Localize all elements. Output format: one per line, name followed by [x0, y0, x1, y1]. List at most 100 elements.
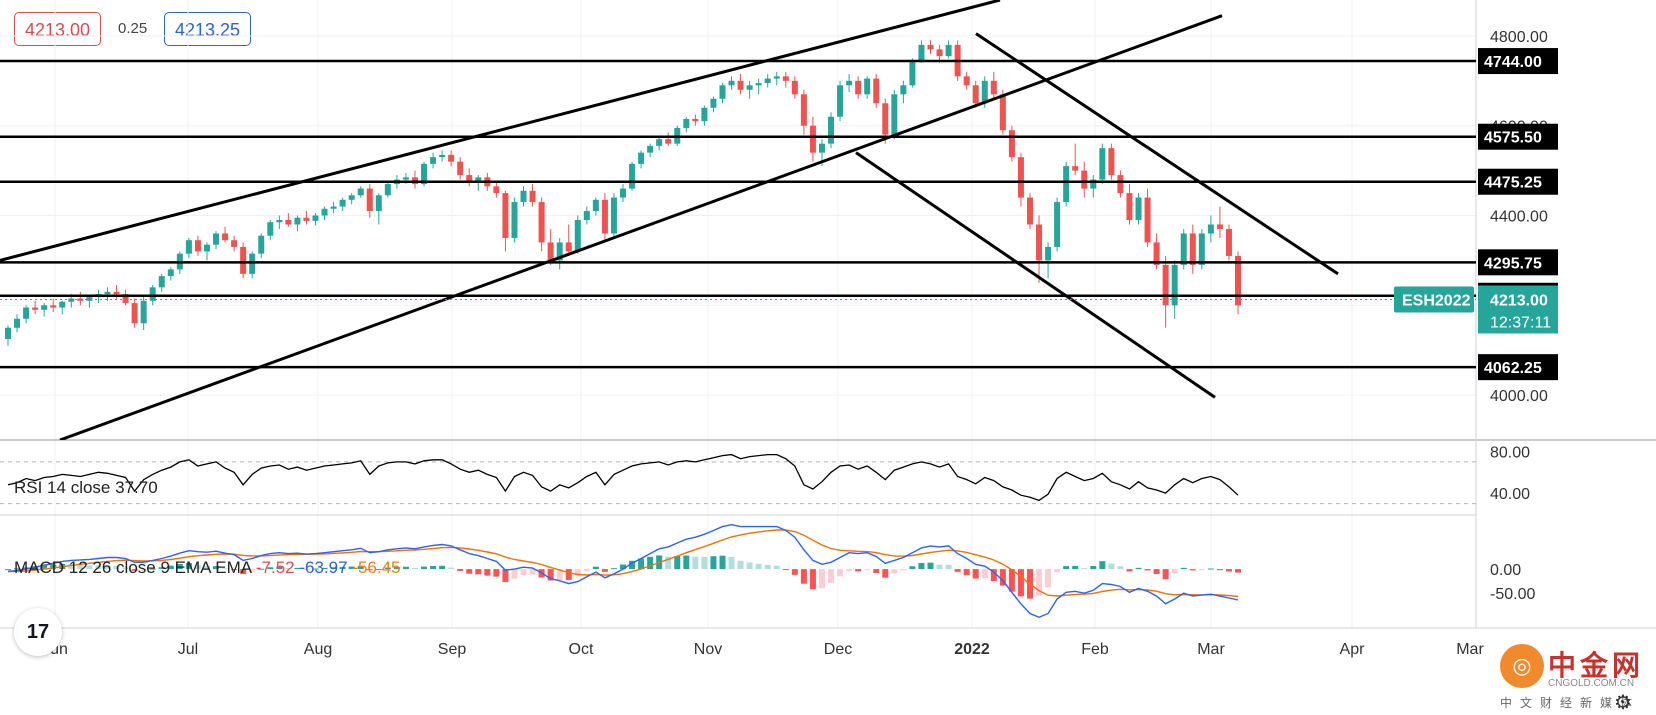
candle-body	[1198, 233, 1205, 265]
candle-body	[665, 139, 672, 144]
candle	[737, 74, 744, 95]
candle	[1225, 224, 1232, 261]
macd-histogram-value: -7.52	[255, 558, 295, 577]
macd-histogram-bar	[1225, 569, 1232, 572]
bid-price[interactable]: 4213.00	[14, 12, 102, 46]
macd-axis-tick-label: 0.00	[1490, 562, 1521, 579]
countdown-label: 12:37:11	[1490, 314, 1551, 331]
macd-histogram-bar	[701, 556, 708, 570]
macd-histogram-bar	[1153, 569, 1160, 575]
macd-histogram-bar	[466, 569, 473, 574]
candle	[1090, 175, 1097, 198]
macd-histogram-bar	[683, 555, 690, 570]
candle-body	[1008, 130, 1015, 158]
macd-histogram-bar	[1198, 569, 1205, 571]
tradingview-logo[interactable]: 17	[14, 608, 62, 656]
macd-histogram-bar	[809, 569, 816, 590]
candle-body	[1045, 246, 1052, 261]
candle-body	[493, 186, 500, 194]
macd-histogram-bar	[782, 569, 789, 571]
candle	[710, 96, 717, 113]
candle	[312, 213, 319, 226]
macd-histogram-bar	[719, 555, 726, 570]
candle	[194, 235, 201, 256]
level-tag-bg	[1478, 123, 1558, 150]
macd-histogram-bar	[828, 569, 835, 583]
candle	[131, 298, 138, 328]
candle-body	[231, 240, 238, 247]
macd-histogram-bar	[945, 564, 952, 570]
candle-body	[5, 327, 11, 339]
candle	[294, 215, 301, 232]
candle	[610, 193, 617, 238]
macd-histogram-bar	[303, 568, 310, 570]
candle-body	[86, 297, 93, 301]
symbol-tag-label: ESH2022	[1402, 292, 1471, 309]
candle-body	[276, 220, 283, 223]
candle	[719, 83, 726, 104]
macd-histogram-bar	[194, 565, 201, 570]
time-axis-tick-label: Sep	[438, 641, 467, 658]
candle-body	[1235, 255, 1241, 306]
macd-histogram-bar	[791, 569, 798, 575]
candle-body	[764, 78, 771, 84]
candle-body	[719, 85, 726, 99]
candle-body	[59, 301, 66, 308]
macd-histogram-bar	[95, 565, 102, 570]
symbol-tag-bg	[1394, 286, 1474, 313]
candle	[1126, 184, 1133, 225]
macd-histogram-bar	[936, 564, 943, 570]
macd-histogram-bar	[665, 556, 672, 570]
candle	[77, 291, 84, 306]
last-price-label: 4213.00	[1490, 292, 1548, 309]
ask-price[interactable]: 4213.25	[164, 12, 252, 46]
macd-histogram-bar	[86, 565, 93, 570]
macd-histogram-bar	[638, 558, 645, 570]
macd-histogram-bar	[267, 567, 274, 570]
candle-body	[638, 152, 645, 164]
time-axis-tick-label: Oct	[569, 641, 594, 658]
candle-body	[1225, 228, 1232, 256]
spread-value: 0.25	[118, 20, 148, 37]
candle	[466, 168, 473, 187]
macd-histogram-bar	[610, 568, 617, 570]
candle-body	[1189, 233, 1196, 265]
candle-body	[746, 85, 753, 90]
candle-body	[999, 94, 1006, 131]
rsi-value: 37.70	[115, 478, 158, 497]
candle	[1135, 193, 1142, 225]
candle	[203, 242, 210, 261]
candle-body	[303, 217, 310, 221]
time-axis-tick-label: Apr	[1340, 641, 1366, 658]
candle-body	[800, 94, 807, 126]
level-tag-bg	[1478, 249, 1558, 276]
candle-body	[421, 163, 428, 185]
candle-body	[647, 145, 654, 153]
macd-histogram-bar	[692, 556, 699, 570]
candle	[50, 298, 57, 313]
level-tag-label: 4295.75	[1484, 255, 1542, 272]
candle	[764, 74, 771, 88]
candle-body	[737, 80, 744, 90]
candle-body	[511, 202, 518, 238]
candle	[1207, 215, 1214, 243]
macd-histogram-bar	[882, 569, 889, 578]
settings-gear-icon[interactable]: ⚙	[1614, 692, 1632, 714]
candle	[583, 206, 590, 225]
candle	[122, 289, 129, 306]
time-axis-tick-label: Mar	[1197, 641, 1225, 658]
candle-body	[601, 199, 608, 234]
candle	[86, 296, 93, 308]
macd-axis-tick-label: -50.00	[1490, 586, 1535, 603]
macd-histogram-bar	[276, 566, 283, 570]
time-axis-tick-label: Mar	[1456, 641, 1484, 658]
candle-body	[1081, 170, 1088, 189]
candle-body	[547, 242, 554, 261]
macd-histogram-bar	[475, 569, 482, 575]
time-axis-tick-label: Aug	[304, 641, 332, 658]
candle-body	[475, 177, 482, 182]
candle-body	[1126, 193, 1133, 220]
macd-histogram-bar	[1117, 566, 1124, 570]
candle-body	[249, 253, 256, 274]
